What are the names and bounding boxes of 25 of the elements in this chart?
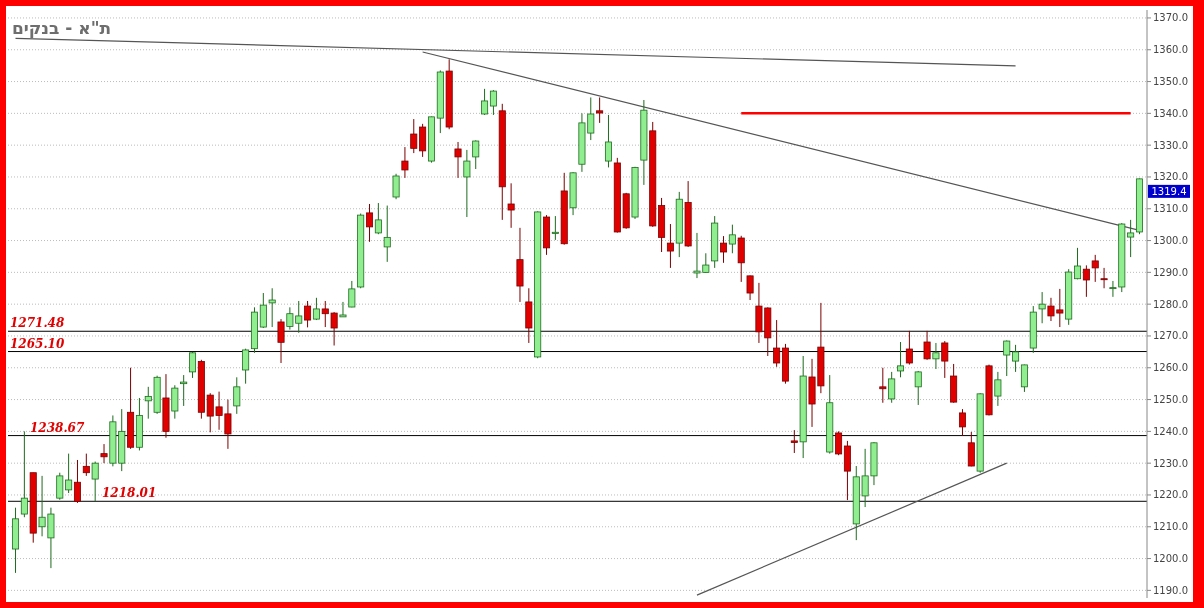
y-tick-label: 1360.0: [1153, 44, 1188, 56]
y-tick-label: 1370.0: [1153, 12, 1188, 24]
y-tick-label: 1250.0: [1153, 394, 1188, 406]
y-tick-label: 1260.0: [1153, 362, 1188, 374]
y-tick-label: 1330.0: [1153, 139, 1188, 151]
ref-line-label: 1238.67: [30, 420, 85, 435]
y-tick-label: 1300.0: [1153, 235, 1188, 247]
y-tick-label: 1200.0: [1153, 553, 1188, 565]
y-tick-label: 1210.0: [1153, 521, 1188, 533]
ref-line-label: 1218.01: [102, 486, 157, 501]
y-tick-label: 1340.0: [1153, 107, 1188, 119]
y-tick-label: 1350.0: [1153, 76, 1188, 88]
ref-line-label: 1265.10: [10, 336, 65, 351]
y-tick-label: 1290.0: [1153, 266, 1188, 278]
text: ת"א - בנקים: [12, 18, 112, 38]
y-tick-label: 1280.0: [1153, 298, 1188, 310]
text: 1319.4: [1151, 185, 1187, 197]
y-tick-label: 1320.0: [1153, 171, 1188, 183]
y-tick-label: 1190.0: [1153, 584, 1188, 596]
y-tick-label: 1310.0: [1153, 203, 1188, 215]
y-tick-label: 1270.0: [1153, 330, 1188, 342]
y-tick-label: 1230.0: [1153, 457, 1188, 469]
ref-line-label: 1271.48: [10, 316, 65, 331]
y-tick-label: 1240.0: [1153, 425, 1188, 437]
y-tick-label: 1220.0: [1153, 489, 1188, 501]
